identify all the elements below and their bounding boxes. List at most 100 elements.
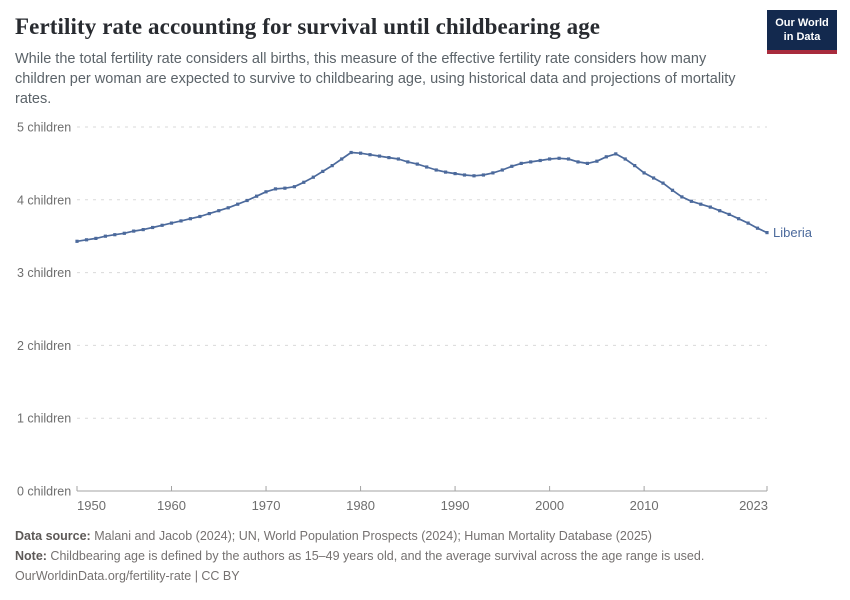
data-point-marker bbox=[472, 174, 476, 178]
data-point-marker bbox=[217, 209, 221, 213]
series-line bbox=[76, 151, 768, 243]
data-point-marker bbox=[340, 157, 344, 161]
data-point-marker bbox=[122, 231, 126, 235]
data-point-marker bbox=[519, 161, 523, 165]
note-label: Note: bbox=[15, 549, 47, 563]
data-point-marker bbox=[604, 155, 608, 159]
data-point-marker bbox=[113, 233, 117, 237]
x-tick-label: 2000 bbox=[535, 498, 564, 513]
data-point-marker bbox=[453, 172, 457, 176]
data-point-marker bbox=[595, 159, 599, 163]
data-point-marker bbox=[415, 162, 419, 166]
data-point-marker bbox=[396, 157, 400, 161]
data-point-marker bbox=[481, 173, 485, 177]
data-point-marker bbox=[132, 229, 136, 233]
data-point-marker bbox=[188, 217, 192, 221]
data-point-marker bbox=[718, 209, 722, 213]
data-point-marker bbox=[680, 195, 684, 199]
series-liberia: Liberia bbox=[75, 150, 813, 243]
gridlines bbox=[77, 126, 767, 419]
data-point-marker bbox=[368, 153, 372, 157]
data-point-marker bbox=[765, 231, 769, 235]
data-point-marker bbox=[207, 212, 211, 216]
data-point-marker bbox=[349, 150, 353, 155]
data-point-marker bbox=[614, 152, 618, 156]
x-tick-label: 2010 bbox=[630, 498, 659, 513]
data-point-marker bbox=[160, 223, 164, 227]
data-point-marker bbox=[103, 234, 107, 238]
data-point-marker bbox=[387, 156, 391, 160]
data-point-marker bbox=[273, 187, 278, 191]
data-point-marker bbox=[94, 236, 98, 240]
data-point-marker bbox=[75, 239, 79, 243]
data-point-marker bbox=[141, 228, 145, 232]
data-point-marker bbox=[321, 169, 325, 173]
note-line: Note: Childbearing age is defined by the… bbox=[15, 546, 835, 566]
data-source-label: Data source: bbox=[15, 529, 91, 543]
y-axis-labels: 0 children 1 children 2 children 3 children… bbox=[17, 121, 71, 499]
data-point-marker bbox=[283, 186, 287, 190]
data-point-marker bbox=[292, 185, 296, 189]
data-point-marker bbox=[444, 170, 448, 174]
data-point-marker bbox=[576, 160, 580, 164]
data-point-marker bbox=[462, 173, 467, 177]
chart-footer: Data source: Malani and Jacob (2024); UN… bbox=[15, 526, 835, 586]
data-point-marker bbox=[529, 160, 533, 164]
data-point-marker bbox=[302, 180, 306, 184]
data-point-marker bbox=[557, 156, 561, 160]
data-point-marker bbox=[491, 171, 495, 175]
data-point-marker bbox=[226, 206, 230, 210]
data-point-marker bbox=[434, 168, 438, 172]
data-point-marker bbox=[236, 202, 240, 206]
data-point-marker bbox=[727, 212, 731, 216]
data-point-marker bbox=[255, 194, 259, 198]
data-point-marker bbox=[179, 219, 183, 223]
data-point-marker bbox=[661, 181, 665, 185]
chart-header: Fertility rate accounting for survival u… bbox=[15, 14, 835, 109]
data-point-marker bbox=[245, 198, 249, 203]
x-tick-label: 1980 bbox=[346, 498, 375, 513]
data-point-marker bbox=[330, 164, 334, 168]
data-point-marker bbox=[755, 226, 760, 230]
y-tick-label: 2 children bbox=[17, 339, 71, 353]
data-point-marker bbox=[406, 160, 410, 164]
data-source-line: Data source: Malani and Jacob (2024); UN… bbox=[15, 526, 835, 546]
x-tick-label: 1970 bbox=[252, 498, 281, 513]
x-axis: 1950 1960 1970 1980 1990 2000 2010 2023 bbox=[76, 486, 768, 513]
y-tick-label: 1 children bbox=[17, 412, 71, 426]
data-point-marker bbox=[359, 151, 363, 155]
data-point-marker bbox=[670, 188, 675, 192]
data-source-text: Malani and Jacob (2024); UN, World Popul… bbox=[90, 529, 652, 543]
data-point-marker bbox=[746, 221, 750, 225]
data-point-marker bbox=[708, 205, 712, 209]
data-point-marker bbox=[652, 176, 656, 180]
y-tick-label: 0 children bbox=[17, 485, 71, 499]
data-point-marker bbox=[566, 157, 571, 161]
chart-subtitle: While the total fertility rate considers… bbox=[15, 51, 736, 107]
data-point-marker bbox=[510, 164, 514, 168]
data-point-marker bbox=[198, 214, 202, 219]
page-title: Fertility rate accounting for survival u… bbox=[15, 14, 601, 39]
data-point-marker bbox=[548, 157, 552, 161]
data-point-marker bbox=[151, 225, 155, 230]
y-tick-label: 4 children bbox=[17, 193, 71, 207]
data-point-marker bbox=[500, 168, 504, 172]
data-point-marker bbox=[264, 190, 268, 194]
x-tick-label: 1990 bbox=[441, 498, 470, 513]
owid-logo[interactable]: Our World in Data bbox=[767, 10, 837, 54]
x-tick-label: 2023 bbox=[739, 498, 768, 513]
owid-logo-line1: Our World bbox=[775, 17, 829, 29]
license-line: OurWorldinData.org/fertility-rate | CC B… bbox=[15, 569, 240, 583]
data-point-marker bbox=[169, 221, 174, 225]
data-point-marker bbox=[737, 217, 741, 221]
data-point-marker bbox=[84, 238, 89, 242]
data-point-marker bbox=[311, 175, 315, 179]
y-tick-label: 5 children bbox=[17, 121, 71, 135]
entity-label: Liberia bbox=[773, 225, 813, 240]
data-point-marker bbox=[538, 158, 542, 163]
y-tick-label: 3 children bbox=[17, 266, 71, 280]
x-tick-label: 1960 bbox=[157, 498, 186, 513]
note-text: Childbearing age is defined by the autho… bbox=[46, 549, 705, 563]
